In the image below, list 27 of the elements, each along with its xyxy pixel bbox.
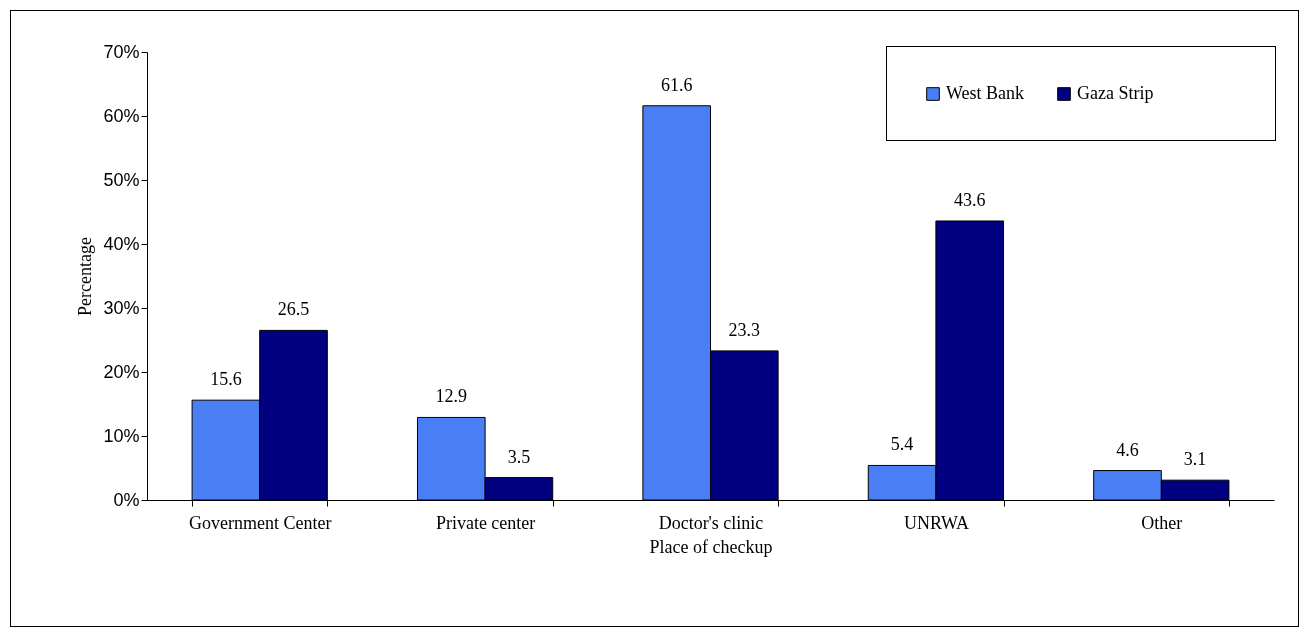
- data-label: 61.6: [660, 74, 693, 95]
- legend-label: West Bank: [946, 83, 1025, 103]
- y-tick-label: 10%: [103, 425, 140, 446]
- data-label: 12.9: [435, 386, 468, 407]
- y-tick-label: 20%: [103, 361, 140, 382]
- data-label: 3.5: [507, 446, 531, 467]
- data-label: 26.5: [277, 299, 310, 320]
- y-axis-title: Percentage: [75, 237, 96, 316]
- y-tick-label: 60%: [103, 105, 140, 126]
- x-tick-label: Doctor's clinic: [658, 512, 764, 533]
- data-label: 43.6: [953, 189, 986, 210]
- x-tick-label: Other: [1141, 512, 1183, 533]
- y-tick-label: 0%: [113, 489, 140, 510]
- x-tick-label: UNRWA: [903, 512, 969, 533]
- x-tick-label: Private center: [435, 512, 536, 533]
- x-axis-title: Place of checkup: [649, 536, 773, 557]
- data-label: 3.1: [1183, 449, 1207, 470]
- legend-label: Gaza Strip: [1077, 83, 1154, 103]
- y-tick-label: 50%: [103, 169, 140, 190]
- y-tick-label: 30%: [103, 297, 140, 318]
- y-tick-label: 70%: [103, 41, 140, 62]
- y-tick-label: 40%: [103, 233, 140, 254]
- x-tick-label: Government Center: [188, 512, 332, 533]
- data-label: 4.6: [1116, 439, 1139, 460]
- data-label: 5.4: [890, 434, 914, 455]
- data-label: 23.3: [728, 319, 761, 340]
- data-label: 15.6: [210, 369, 242, 390]
